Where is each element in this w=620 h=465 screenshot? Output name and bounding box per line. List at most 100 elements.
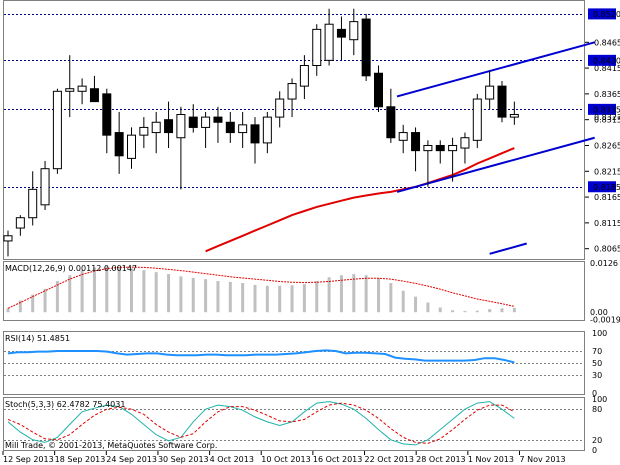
macd-histogram-bar: [68, 275, 72, 313]
macd-histogram-bar: [92, 267, 96, 313]
macd-histogram-bar: [475, 310, 479, 313]
candle-bull: [312, 28, 322, 66]
macd-histogram-bar: [265, 285, 269, 313]
macd-histogram-bar: [451, 310, 455, 313]
macd-histogram-bar: [364, 275, 368, 313]
macd-histogram-bar: [512, 307, 516, 313]
macd-histogram-bar: [426, 302, 430, 313]
macd-histogram-bar: [463, 311, 467, 313]
macd-histogram-bar: [179, 276, 183, 313]
candle-bear: [435, 144, 445, 152]
price-panel: [3, 8, 595, 257]
macd-histogram-bar: [339, 275, 343, 313]
candle-bull: [52, 90, 62, 170]
stoch-main-line: [7, 401, 515, 446]
macd-histogram-bar: [216, 281, 220, 313]
price-level-box: [588, 54, 616, 66]
price-tick-label: 0.8115: [594, 219, 620, 228]
candle-bull: [275, 98, 285, 118]
price-level-label: 0.8430: [593, 56, 620, 65]
candle-bear: [497, 85, 507, 118]
candle-bull: [460, 137, 470, 149]
candle-bear: [374, 72, 383, 108]
candle-bull: [423, 144, 433, 152]
macd-histogram-bar: [204, 279, 208, 313]
price-level-label: 0.8185: [593, 183, 620, 192]
date-tick-label: 4 Oct 2013: [210, 455, 254, 464]
price-tick-label: 0.8215: [594, 167, 620, 176]
macd-histogram-bar: [228, 281, 232, 313]
price-tick-label: 0.8165: [594, 193, 620, 202]
macd-histogram-bar: [18, 300, 22, 313]
macd-histogram-bar: [488, 309, 492, 313]
macd-histogram-bar: [130, 268, 133, 313]
candle-bull: [139, 126, 149, 136]
candle-bull: [201, 116, 211, 128]
macd-histogram-bar: [401, 290, 405, 313]
price-level-label: 0.8520: [593, 10, 620, 19]
price-level-box: [588, 103, 616, 115]
macd-histogram-bar: [278, 285, 282, 313]
rsi-header: RSI(14) 51.4851: [5, 334, 70, 343]
price-tick-label: 0.8265: [594, 141, 620, 150]
macd-histogram-bar: [117, 266, 121, 313]
date-tick-label: 10 Oct 2013: [261, 455, 310, 464]
candle-bear: [386, 106, 396, 139]
date-tick-label: 24 Sep 2013: [106, 455, 157, 464]
macd-tick-label: -0.00192: [590, 316, 620, 325]
stoch-tick-label: 20: [592, 436, 602, 445]
stoch-tick-label: 100: [592, 395, 607, 404]
stoch-tick-label: 80: [592, 405, 602, 414]
candle-bull: [398, 132, 408, 141]
candle-bull: [3, 235, 13, 242]
price-level-box: [588, 181, 616, 193]
candle-bull: [176, 114, 186, 139]
candle-bear: [250, 124, 260, 144]
candle-bull: [262, 116, 272, 144]
macd-tick-label: 0.00: [590, 308, 608, 317]
macd-histogram-bar: [290, 285, 294, 313]
candle-bull: [77, 85, 87, 92]
date-axis: 12 Sep 2013 18 Sep 2013 24 Sep 2013 30 Sep …: [2, 451, 566, 464]
candle-bull: [40, 168, 50, 206]
date-tick-label: 12 Sep 2013: [3, 455, 54, 464]
price-panel-frame: [3, 0, 585, 260]
macd-histogram-bar: [191, 277, 195, 313]
candle-bear: [213, 116, 223, 123]
price-level-box: [588, 8, 616, 20]
candle-bear: [361, 18, 371, 77]
candle-bull: [127, 134, 136, 159]
copyright-text: Mill Trade, © 2001-2013, MetaQuotes Soft…: [5, 441, 217, 450]
macd-histogram-bar: [253, 284, 257, 313]
rsi-tick-label: 0: [592, 389, 597, 398]
macd-histogram-bar: [167, 274, 171, 313]
candle-bear: [89, 88, 99, 103]
candle-bear: [225, 121, 235, 134]
candle-bear: [411, 132, 421, 152]
stoch-tick-label: 0: [592, 446, 597, 455]
macd-histogram-bar: [315, 281, 319, 313]
candle-bull: [65, 88, 75, 92]
stoch-header: Stoch(5,3,3) 62.4782 75.4031: [5, 400, 125, 409]
candle-bull: [448, 144, 458, 152]
macd-histogram-bar: [352, 274, 356, 313]
macd-histogram-bar: [55, 281, 59, 313]
macd-histogram-bar: [142, 270, 146, 313]
candle-bull: [485, 85, 495, 100]
date-tick-label: 7 Nov 2013: [519, 455, 565, 464]
macd-histogram-bar: [80, 270, 84, 313]
macd-histogram-bar: [6, 308, 10, 313]
candle-bull: [349, 21, 359, 41]
date-tick-label: 16 Oct 2013: [313, 455, 362, 464]
candle-bear: [102, 93, 112, 136]
right-axis: 0.8465 0.8415 0.8365 0.8315 0.8265 0.8215 0.81…: [585, 8, 620, 455]
rsi-tick-label: 100: [592, 329, 607, 338]
macd-histogram-bar: [414, 296, 418, 313]
macd-histogram-bar: [241, 283, 245, 313]
rsi-tick-label: 50: [592, 359, 602, 368]
candle-bull: [299, 65, 309, 87]
macd-panel: [6, 266, 516, 313]
candle-bear: [164, 119, 174, 134]
date-tick-label: 22 Oct 2013: [365, 455, 414, 464]
